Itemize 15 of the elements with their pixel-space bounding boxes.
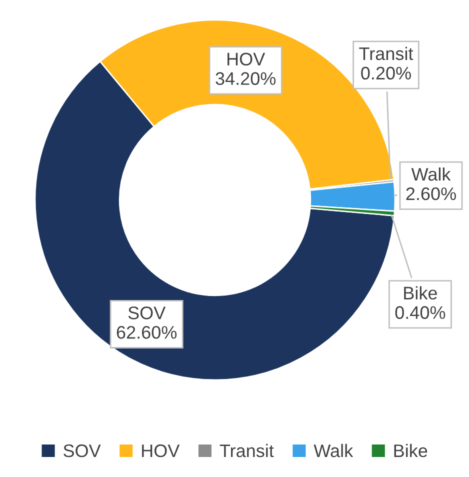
data-label: 0.40%	[395, 306, 446, 319]
legend-label: HOV	[142, 444, 180, 458]
data-label: 0.20%	[361, 66, 411, 80]
slice-label: Bike	[404, 286, 437, 300]
data-label: 34.20%	[216, 72, 276, 85]
data-label: 62.60%	[116, 326, 177, 339]
slice-label: HOV	[228, 52, 266, 66]
slice-label: SOV	[128, 306, 166, 320]
legend-label: Transit	[220, 444, 274, 458]
data-label: 2.60%	[406, 187, 456, 200]
legend-label: Walk	[314, 444, 354, 458]
slice-label: Walk	[411, 167, 451, 181]
legend-label: SOV	[64, 444, 101, 458]
slice-label: Transit	[359, 46, 414, 60]
legend-label: Bike	[394, 444, 428, 458]
